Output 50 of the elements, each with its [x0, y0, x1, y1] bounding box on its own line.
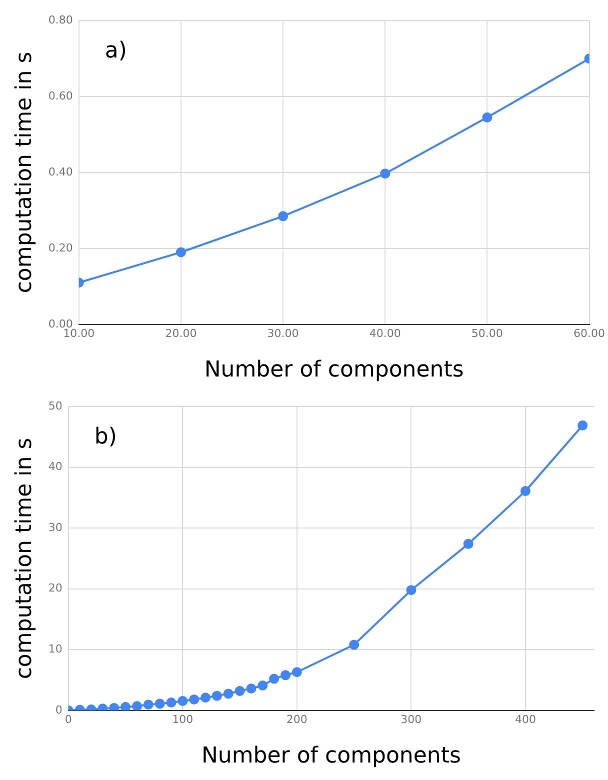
y-tick-label: 0.60 [48, 89, 73, 102]
y-tick-label: 0.40 [48, 165, 73, 178]
annotation: a) [104, 38, 127, 64]
point [120, 702, 131, 710]
x-axis-title: Number of components [204, 358, 464, 383]
point [380, 168, 390, 179]
y-axis-title: computation time in s [12, 52, 37, 294]
point [132, 701, 142, 710]
y-tick-label: 0 [55, 703, 62, 716]
x-tick-label: 60.00 [574, 326, 606, 340]
point [349, 640, 360, 650]
x-tick-label: 20.00 [165, 326, 197, 340]
annotation: b) [94, 424, 117, 450]
x-tick-label: 200 [286, 712, 308, 726]
x-tick-label: 400 [514, 712, 536, 726]
y-tick-label: 0.80 [48, 13, 73, 26]
x-tick-label: 300 [400, 712, 422, 726]
y-tick-label: 20 [48, 582, 62, 595]
point [258, 680, 268, 690]
y-tick-label: 30 [48, 520, 62, 534]
point [520, 486, 530, 496]
point [269, 674, 280, 684]
point [246, 684, 256, 694]
point [578, 420, 588, 430]
point [234, 686, 245, 696]
y-tick-label: 0.20 [48, 241, 73, 254]
point [463, 538, 474, 549]
y-tick-label: 50 [48, 399, 62, 412]
y-tick-label: 40 [48, 460, 62, 474]
point [178, 696, 188, 706]
point [109, 702, 120, 710]
y-axis-title: computation time in s [12, 438, 37, 680]
point [154, 698, 165, 709]
point [278, 211, 288, 222]
x-axis-title: Number of components [201, 744, 461, 769]
point [482, 112, 492, 122]
x-tick-label: 100 [172, 712, 194, 726]
point [292, 667, 302, 678]
point [223, 688, 234, 699]
point [280, 670, 290, 680]
point [189, 694, 200, 704]
point [143, 700, 154, 710]
x-tick-label: 50.00 [471, 326, 503, 340]
y-tick-label: 10 [48, 642, 62, 656]
point [406, 585, 416, 596]
x-tick-label: 30.00 [267, 326, 299, 340]
point [166, 698, 176, 708]
point [200, 692, 211, 703]
x-tick-label: 40.00 [369, 326, 401, 340]
point [212, 690, 222, 701]
